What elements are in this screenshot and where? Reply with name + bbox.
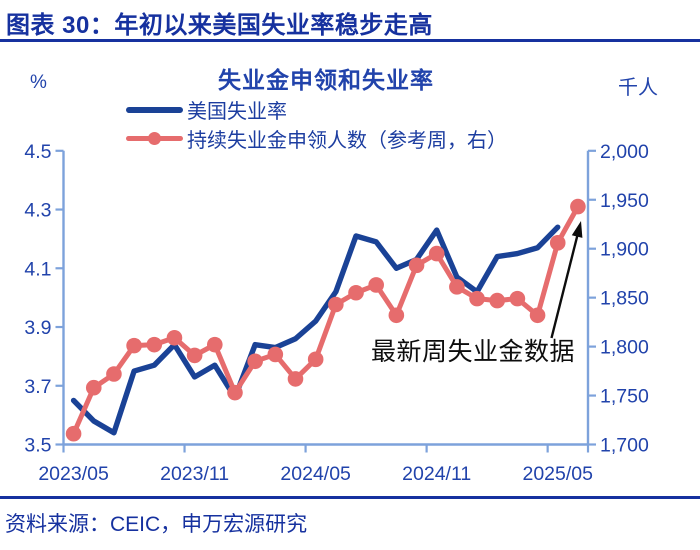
y-axis-right-tick-label: 1,800 [600, 337, 649, 359]
y-axis-left-tick-label: 4.5 [24, 141, 51, 163]
left-axis-unit: % [30, 72, 47, 93]
annotation-arrow-line [550, 234, 579, 339]
unemployment-line-swatch-icon [126, 106, 183, 113]
legend-label: 美国失业率 [187, 101, 287, 123]
y-axis-right-tick-label: 1,850 [600, 288, 649, 310]
y-axis-right-tick-label: 1,900 [600, 239, 649, 261]
continuing-claims-point [388, 307, 405, 324]
unemployment-rate-line [70, 224, 561, 436]
header-rule [0, 39, 700, 42]
continuing-claims-point [247, 353, 263, 370]
continuing-claims-point [368, 277, 384, 293]
continuing-claims-point [126, 337, 142, 354]
legend-item-claims: 持续失业金申领人数（参考周，右） [126, 124, 507, 153]
x-axis-tick-label: 2023/11 [160, 463, 229, 485]
continuing-claims-point [549, 235, 566, 251]
y-axis-left-tick-label: 4.1 [24, 258, 51, 280]
legend: 美国失业率 持续失业金申领人数（参考周，右） [126, 95, 507, 153]
figure-title: 图表 30：年初以来美国失业率稳步走高 [6, 12, 433, 39]
x-axis-tick-label: 2023/05 [38, 463, 109, 485]
continuing-claims-point [570, 198, 586, 215]
y-axis-left-tick-label: 4.3 [24, 200, 51, 222]
source-note: 资料来源：CEIC，申万宏源研究 [5, 513, 308, 536]
continuing-claims-point [328, 296, 344, 313]
continuing-claims-point [85, 379, 102, 396]
y-axis-left-tick-label: 3.5 [24, 435, 51, 457]
continuing-claims-point [106, 366, 122, 382]
continuing-claims-point [227, 384, 243, 401]
latest-week-annotation: 最新周失业金数据 [371, 338, 576, 366]
continuing-claims-point [65, 425, 82, 442]
x-axis-tick-label: 2024/05 [280, 463, 351, 485]
continuing-claims-point [428, 245, 445, 262]
chart-title: 失业金申领和失业率 [218, 67, 434, 93]
right-axis-unit: 千人 [618, 77, 658, 99]
continuing-claims-line [71, 204, 581, 437]
continuing-claims-point [529, 307, 546, 324]
continuing-claims-point [489, 292, 506, 309]
continuing-claims-point [469, 290, 485, 307]
y-axis-left-tick-label: 3.7 [24, 376, 51, 398]
y-axis-right-tick-label: 1,950 [600, 190, 649, 212]
continuing-claims-point [267, 346, 284, 363]
claims-marker-icon [148, 132, 161, 145]
y-axis-right-tick-label: 1,750 [600, 386, 649, 408]
continuing-claims-point [509, 290, 526, 307]
continuing-claims-point [449, 279, 465, 295]
y-axis-left-tick-label: 3.9 [24, 317, 51, 339]
y-axis-right-tick-label: 2,000 [600, 141, 649, 163]
continuing-claims-point [348, 284, 364, 301]
continuing-claims-point [206, 336, 223, 353]
x-axis-tick-label: 2024/11 [402, 463, 471, 485]
continuing-claims-point [166, 329, 183, 346]
footer-rule [0, 496, 700, 499]
x-axis-tick-label: 2025/05 [522, 463, 593, 485]
continuing-claims-point [408, 257, 425, 274]
continuing-claims-point [186, 347, 203, 364]
continuing-claims-point [287, 371, 304, 387]
continuing-claims-point [146, 336, 163, 353]
legend-label: 持续失业金申领人数（参考周，右） [187, 130, 507, 152]
y-axis-right-tick-label: 1,700 [600, 435, 649, 457]
continuing-claims-point [307, 351, 324, 368]
annotation-arrow-head-icon [571, 221, 583, 238]
legend-item-unemployment: 美国失业率 [126, 95, 507, 124]
claims-line-swatch-icon [126, 132, 183, 145]
